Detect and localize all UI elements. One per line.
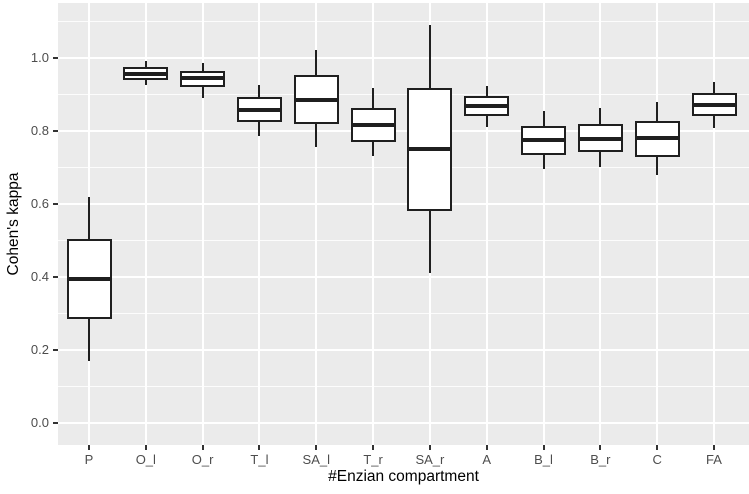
y-tick-mark bbox=[53, 202, 58, 205]
x-tick-label: P bbox=[84, 452, 94, 467]
x-tick-mark bbox=[144, 445, 147, 450]
x-tick-mark bbox=[88, 445, 90, 450]
x-tick-mark bbox=[656, 445, 659, 450]
gridline-major bbox=[58, 349, 749, 352]
x-tick-label: B_l bbox=[534, 452, 553, 467]
boxplot-median bbox=[238, 107, 280, 112]
boxplot-median bbox=[295, 98, 337, 103]
gridline-minor bbox=[58, 312, 749, 314]
gridline-minor bbox=[58, 20, 749, 22]
x-tick-label: C bbox=[652, 452, 662, 467]
gridline-major bbox=[58, 202, 749, 205]
x-tick-mark bbox=[201, 445, 204, 450]
x-tick-mark bbox=[372, 445, 375, 450]
y-axis-title: Cohen's kappa bbox=[5, 172, 22, 276]
y-tick-mark bbox=[53, 56, 58, 59]
x-tick-mark bbox=[599, 445, 602, 450]
gridline-major bbox=[58, 422, 749, 425]
gridline-vertical bbox=[315, 3, 318, 445]
boxplot-median bbox=[693, 102, 735, 107]
x-tick-mark bbox=[542, 445, 545, 450]
x-tick-mark bbox=[485, 445, 488, 450]
y-tick-label: 0.6 bbox=[30, 195, 49, 211]
x-tick-label: O_l bbox=[135, 452, 156, 467]
y-tick-mark bbox=[53, 349, 58, 352]
gridline-vertical bbox=[201, 3, 204, 445]
gridline-vertical bbox=[258, 3, 261, 445]
gridline-vertical bbox=[372, 3, 375, 445]
gridline-major bbox=[58, 275, 749, 278]
gridline-vertical bbox=[599, 3, 602, 445]
y-tick-label: 1.0 bbox=[30, 49, 49, 65]
y-tick-mark bbox=[53, 129, 58, 132]
gridline-vertical bbox=[542, 3, 545, 445]
x-tick-label: T_r bbox=[363, 452, 383, 467]
boxplot-median bbox=[523, 138, 565, 143]
boxplot-median bbox=[636, 136, 678, 141]
x-tick-label: B_r bbox=[590, 452, 611, 467]
x-tick-label: FA bbox=[706, 452, 722, 467]
y-tick-label: 0.0 bbox=[30, 415, 49, 431]
x-tick-mark bbox=[258, 445, 261, 450]
gridline-vertical bbox=[713, 3, 715, 445]
y-tick-mark bbox=[53, 275, 58, 278]
gridline-vertical bbox=[485, 3, 488, 445]
gridline-minor bbox=[58, 386, 749, 388]
gridline-vertical bbox=[656, 3, 659, 445]
boxplot-median bbox=[68, 276, 110, 281]
y-tick-label: 0.4 bbox=[30, 268, 49, 284]
y-tick-label: 0.2 bbox=[30, 342, 49, 358]
x-axis-title: #Enzian compartment bbox=[328, 468, 479, 485]
x-tick-label: A bbox=[482, 452, 492, 467]
x-tick-label: T_l bbox=[250, 452, 269, 467]
x-tick-label: SA_r bbox=[415, 452, 445, 467]
y-tick-label: 0.8 bbox=[30, 122, 49, 138]
gridline-minor bbox=[58, 239, 749, 241]
boxplot-median bbox=[125, 71, 167, 76]
y-tick-mark bbox=[53, 422, 58, 425]
x-tick-mark bbox=[315, 445, 318, 450]
boxplot-median bbox=[352, 123, 394, 128]
gridline-minor bbox=[58, 93, 749, 95]
boxplot-median bbox=[409, 147, 451, 152]
plot-panel bbox=[58, 3, 749, 445]
boxplot-median bbox=[579, 137, 621, 142]
x-tick-mark bbox=[713, 445, 715, 450]
x-tick-label: O_r bbox=[191, 452, 214, 467]
gridline-vertical bbox=[144, 3, 147, 445]
x-tick-label: SA_l bbox=[302, 452, 330, 467]
x-tick-mark bbox=[428, 445, 431, 450]
gridline-major bbox=[58, 129, 749, 132]
boxplot-median bbox=[466, 104, 508, 109]
gridline-major bbox=[58, 56, 749, 59]
gridline-minor bbox=[58, 166, 749, 168]
boxplot-median bbox=[182, 75, 224, 80]
